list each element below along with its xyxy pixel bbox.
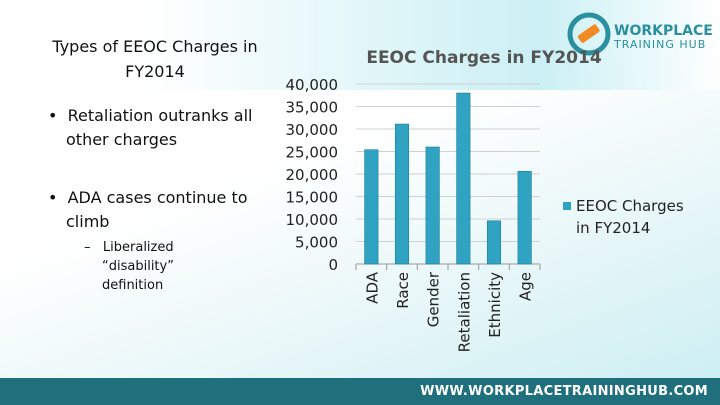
- x-tick-label: Gender: [425, 271, 443, 327]
- bullet-text: ADA cases continue to climb: [66, 188, 248, 231]
- bullet: • Retaliation outranks all other charges: [48, 106, 253, 149]
- bar: [425, 146, 440, 265]
- x-tick-label: ADA: [363, 271, 381, 304]
- x-tick-label: Retaliation: [455, 272, 473, 352]
- legend-swatch: [563, 202, 571, 210]
- y-tick-label: 40,000: [286, 76, 339, 94]
- y-tick-label: 25,000: [286, 144, 339, 162]
- logo: WORKPLACE TRAINING HUB: [567, 12, 713, 56]
- bar: [517, 171, 532, 265]
- bullet-text: Retaliation outranks all other charges: [66, 106, 253, 149]
- legend: EEOC Charges in FY2014: [560, 195, 690, 239]
- bar: [364, 149, 379, 265]
- y-tick-label: 15,000: [286, 189, 339, 207]
- logo-ring: [567, 12, 611, 56]
- x-tick-label: Age: [517, 272, 535, 301]
- y-tick-label: 30,000: [286, 121, 339, 139]
- header-band: [0, 0, 720, 90]
- chart-title: EEOC Charges in FY2014: [366, 48, 601, 68]
- y-tick-label: 5,000: [295, 234, 338, 252]
- logo-text: TRAINING HUB: [613, 38, 706, 51]
- sub-bullet-text: Liberalized “disability” definition: [102, 240, 174, 293]
- slide-title: Types of EEOC Charges in FY2014: [52, 37, 258, 81]
- sub-bullet: – Liberalized “disability” definition: [84, 240, 174, 293]
- y-tick-label: 35,000: [286, 99, 339, 117]
- y-tick-label: 20,000: [286, 166, 339, 184]
- y-tick-label: 0: [328, 256, 338, 274]
- logo-icon: [577, 24, 600, 43]
- y-tick-label: 10,000: [286, 211, 339, 229]
- bar: [486, 220, 502, 265]
- logo-text: WORKPLACE: [614, 23, 713, 39]
- bar: [394, 123, 410, 265]
- footer: WWW.WORKPLACETRAININGHUB.COM: [0, 378, 720, 405]
- x-tick-label: Race: [394, 272, 412, 309]
- bar: [456, 92, 471, 265]
- legend-label: EEOC Charges in FY2014: [576, 197, 684, 237]
- footer-url: WWW.WORKPLACETRAININGHUB.COM: [420, 384, 708, 399]
- bullet: • ADA cases continue to climb: [48, 188, 248, 231]
- x-tick-label: Ethnicity: [486, 272, 504, 338]
